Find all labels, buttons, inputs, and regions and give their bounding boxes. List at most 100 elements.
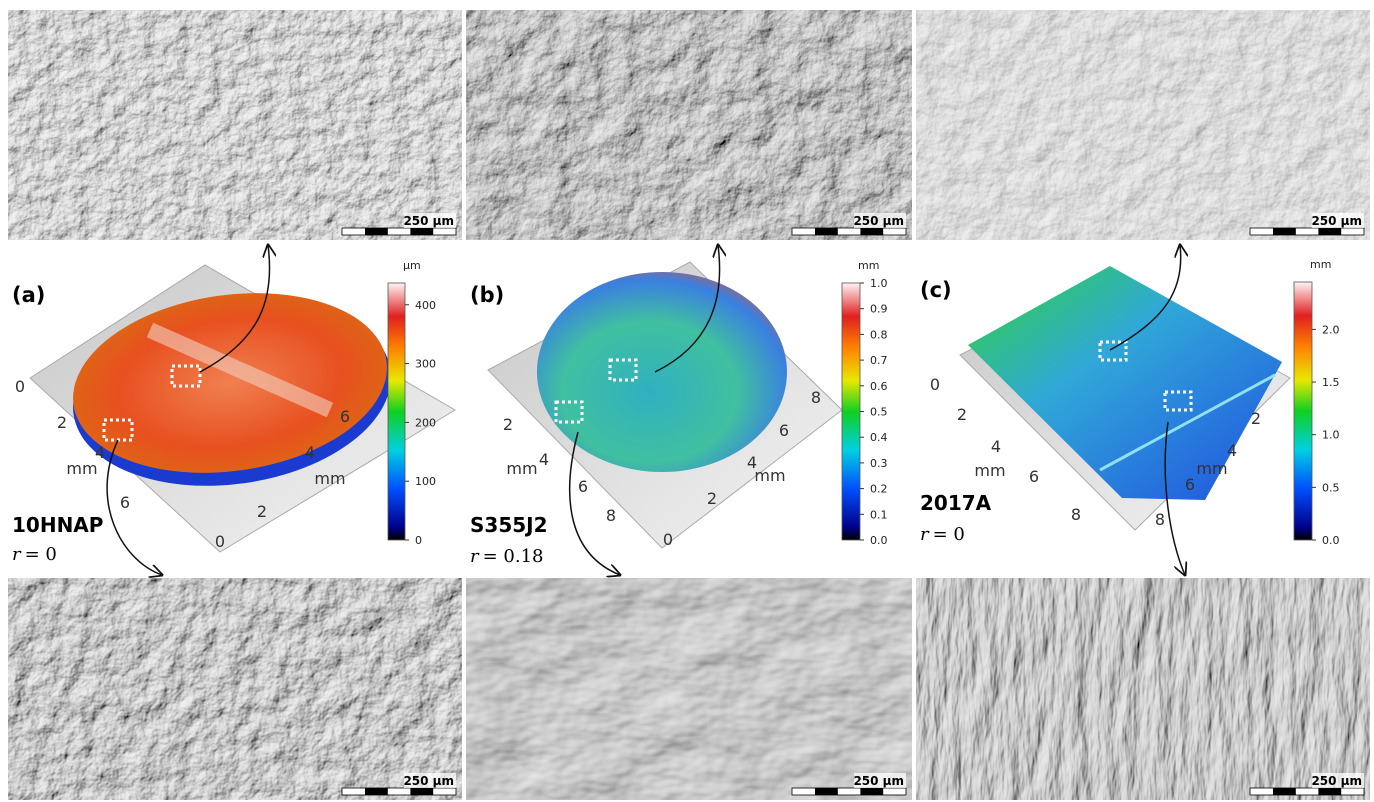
correlation-label: r = 0	[12, 544, 57, 565]
axis-tick-label: 6	[340, 407, 350, 426]
surface-a	[29, 264, 456, 553]
colorbar-tick-label: 1.5	[1322, 376, 1340, 389]
colorbar-tick-label: 0.0	[1322, 534, 1340, 547]
micrograph	[7, 9, 463, 241]
axis-tick-label: 2	[257, 502, 267, 521]
colorbar-tick-label: 0.5	[870, 406, 888, 419]
colorbar-tick-label: 2.0	[1322, 323, 1340, 336]
scale-bar	[1249, 227, 1365, 236]
correlation-label: r = 0	[920, 524, 965, 545]
surface-b	[487, 261, 843, 549]
micrograph	[465, 9, 913, 241]
scale-bar	[1249, 787, 1365, 796]
colorbar-tick-label: 100	[415, 475, 436, 488]
r-value: = 0.18	[483, 546, 544, 567]
colorbar-tick-label: 200	[415, 416, 436, 429]
axis-unit: mm	[754, 466, 785, 485]
scale-bar-label: 250 µm	[853, 214, 904, 228]
axis-tick-label: 4	[747, 453, 757, 472]
axis-tick-label: 6	[120, 493, 130, 512]
axis-tick-label: 2	[1251, 409, 1261, 428]
micrograph	[915, 577, 1371, 801]
colorbar-tick-label: 0.5	[1322, 481, 1340, 494]
correlation-label: r = 0.18	[470, 546, 544, 567]
colorbar-tick-label: 0.7	[870, 354, 888, 367]
colorbar-tick-label: 0.0	[870, 534, 888, 547]
colorbar-unit: mm	[1310, 258, 1331, 271]
r-value: = 0	[25, 544, 57, 565]
colorbar-tick-label: 0.1	[870, 508, 888, 521]
axis-tick-label: 2	[957, 405, 967, 424]
scale-bar-label-bg	[404, 213, 456, 228]
scale-bar-segment	[1318, 788, 1342, 795]
scale-bar-segment	[365, 228, 388, 235]
scale-bar-label-bg	[1312, 213, 1364, 228]
scale-bar-label: 250 µm	[1311, 774, 1362, 788]
colorbar-tick-label: 0.6	[870, 380, 888, 393]
axis-unit: mm	[974, 461, 1005, 480]
colorbar-tick-label: 0	[415, 534, 422, 547]
micrograph	[7, 577, 463, 801]
axis-tick-label: 2	[707, 489, 717, 508]
scale-bar-segment	[1318, 228, 1342, 235]
axis-unit: mm	[1196, 459, 1227, 478]
scale-bar-label: 250 µm	[403, 774, 454, 788]
colorbar-unit: mm	[858, 259, 879, 272]
scale-bar-segment	[1273, 228, 1296, 235]
r-symbol: r	[920, 524, 930, 545]
arrows	[106, 245, 1185, 575]
axis-tick-label: 4	[991, 437, 1001, 456]
axis-tick-label: 0	[930, 375, 940, 394]
colorbar	[841, 282, 861, 541]
axis-tick-label: 6	[1029, 467, 1039, 486]
panel-label: (a)	[12, 283, 45, 307]
axis-tick-label: 2	[503, 415, 513, 434]
material-label: S355J2	[470, 513, 548, 537]
colorbar-tick-label: 400	[415, 299, 436, 312]
colorbar-tick-label: 0.4	[870, 431, 888, 444]
scale-bar-segment	[860, 788, 884, 795]
colorbar-tick-label: 1.0	[870, 277, 888, 290]
panel-label: (c)	[920, 278, 952, 302]
scale-bar-segment	[860, 228, 884, 235]
colorbar-tick-label: 0.8	[870, 328, 888, 341]
axis-tick-label: 8	[606, 506, 616, 525]
axis-tick-label: 2	[57, 413, 67, 432]
micrograph	[465, 577, 913, 801]
axis-tick-label: 6	[779, 421, 789, 440]
scale-bar-label-bg	[404, 773, 456, 788]
axis-tick-label: 8	[1155, 510, 1165, 529]
colorbar-unit: µm	[403, 259, 421, 272]
colorbar-tick-label: 1.0	[1322, 429, 1340, 442]
panel-label: (b)	[470, 283, 504, 307]
axis-tick-label: 4	[95, 443, 105, 462]
scale-bar	[341, 227, 457, 236]
axis-tick-label: 0	[663, 530, 673, 549]
axis-tick-label: 8	[1071, 505, 1081, 524]
axis-unit: mm	[66, 459, 97, 478]
axis-tick-label: 4	[305, 443, 315, 462]
axis-unit: mm	[506, 459, 537, 478]
scale-bar-label: 250 µm	[403, 214, 454, 228]
scale-bar-segment	[410, 788, 434, 795]
scale-bar-segment	[815, 228, 838, 235]
scale-bar	[341, 787, 457, 796]
colorbar	[1293, 281, 1313, 541]
scale-bar-segment	[815, 788, 838, 795]
colorbar-tick-label: 0.9	[870, 303, 888, 316]
scale-bar-label: 250 µm	[1311, 214, 1362, 228]
scale-bar-segment	[365, 788, 388, 795]
axis-tick-label: 6	[578, 477, 588, 496]
r-symbol: r	[12, 544, 22, 565]
colorbar-tick-label: 0.2	[870, 483, 888, 496]
axis-tick-label: 0	[215, 532, 225, 551]
colorbar-tick-label: 300	[415, 358, 436, 371]
axis-tick-label: 4	[1227, 441, 1237, 460]
r-symbol: r	[470, 546, 480, 567]
axis-tick-label: 8	[811, 388, 821, 407]
scale-bar-segment	[410, 228, 434, 235]
scale-bar-label-bg	[1312, 773, 1364, 788]
axis-unit: mm	[314, 469, 345, 488]
surface-c	[959, 266, 1291, 531]
